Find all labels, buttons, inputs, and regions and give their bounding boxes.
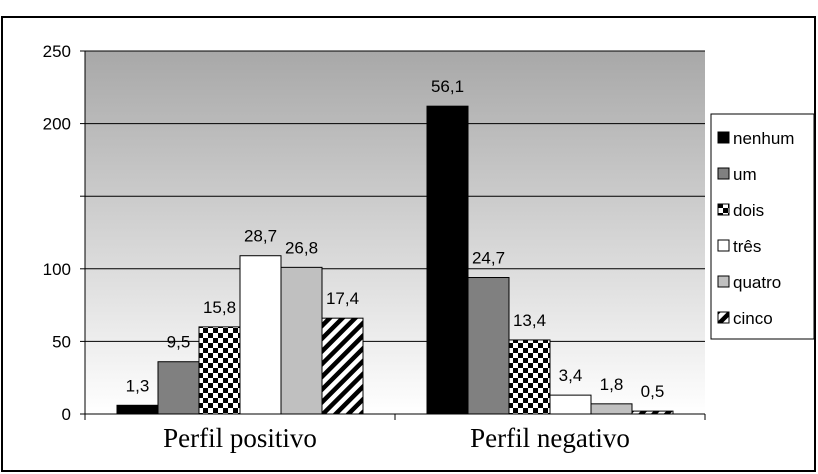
data-label: 0,5 [641,382,665,401]
y-axis-ticks: 0 50 100 200 250 [43,42,85,424]
legend-swatch-cinco [717,311,730,324]
legend-label: um [733,165,757,184]
legend-label: cinco [733,309,773,328]
legend-swatch-dois [717,203,730,216]
legend-swatch-três [717,239,730,252]
data-label: 13,4 [513,311,546,330]
bar-cinco-1 [321,317,364,415]
legend-box [710,113,814,340]
chart-area: 0 50 100 200 250 1,3 9,5 15,8 28,7 26,8 17,4 56,1 2… [1,16,816,472]
data-label: 1,8 [600,375,624,394]
legend-label: quatro [733,273,781,292]
y-tick-label: 200 [43,115,71,134]
category-label: Perfil positivo [163,423,317,453]
gridlines [85,50,705,342]
category-label: Perfil negativo [470,423,630,453]
bar-quatro-1 [280,266,323,415]
y-tick-label: 100 [43,260,71,279]
bar-quatro-2 [590,403,633,415]
bar-três-2 [549,394,592,415]
legend-swatch-nenhum [717,131,730,144]
data-label: 28,7 [244,227,277,246]
bar-dois-1 [198,326,241,415]
legend-label: dois [733,201,764,220]
y-tick-label: 0 [62,405,71,424]
bar-nenhum-1 [116,404,159,415]
bar-um-1 [157,361,200,415]
bar-chart: 0 50 100 200 250 1,3 9,5 15,8 28,7 26,8 17,4 56,1 2… [43,42,814,453]
y-tick-label: 250 [43,42,71,61]
legend-swatch-quatro [717,275,730,288]
data-labels: 1,3 9,5 15,8 28,7 26,8 17,4 56,1 24,7 13,4 3,4 1,8… [126,77,665,401]
data-label: 1,3 [126,376,150,395]
bar-três-1 [239,255,282,415]
x-axis-categories: Perfil positivo Perfil negativo [163,423,630,453]
legend: nenhum um dois três quatro cinco [710,113,814,340]
bar-nenhum-2 [426,105,469,415]
legend-swatch-um [717,167,730,180]
data-label: 9,5 [167,333,191,352]
y-tick-label: 50 [52,332,71,351]
data-label: 15,8 [203,298,236,317]
data-label: 56,1 [431,77,464,96]
data-label: 24,7 [472,249,505,268]
legend-label: três [733,237,761,256]
legend-label: nenhum [733,129,794,148]
data-label: 3,4 [559,366,583,385]
bar-um-2 [467,277,510,415]
plot-background [85,51,705,414]
bar-dois-2 [508,339,551,415]
bars [116,105,674,415]
axes [84,51,706,420]
data-label: 17,4 [326,289,359,308]
data-label: 26,8 [285,238,318,257]
